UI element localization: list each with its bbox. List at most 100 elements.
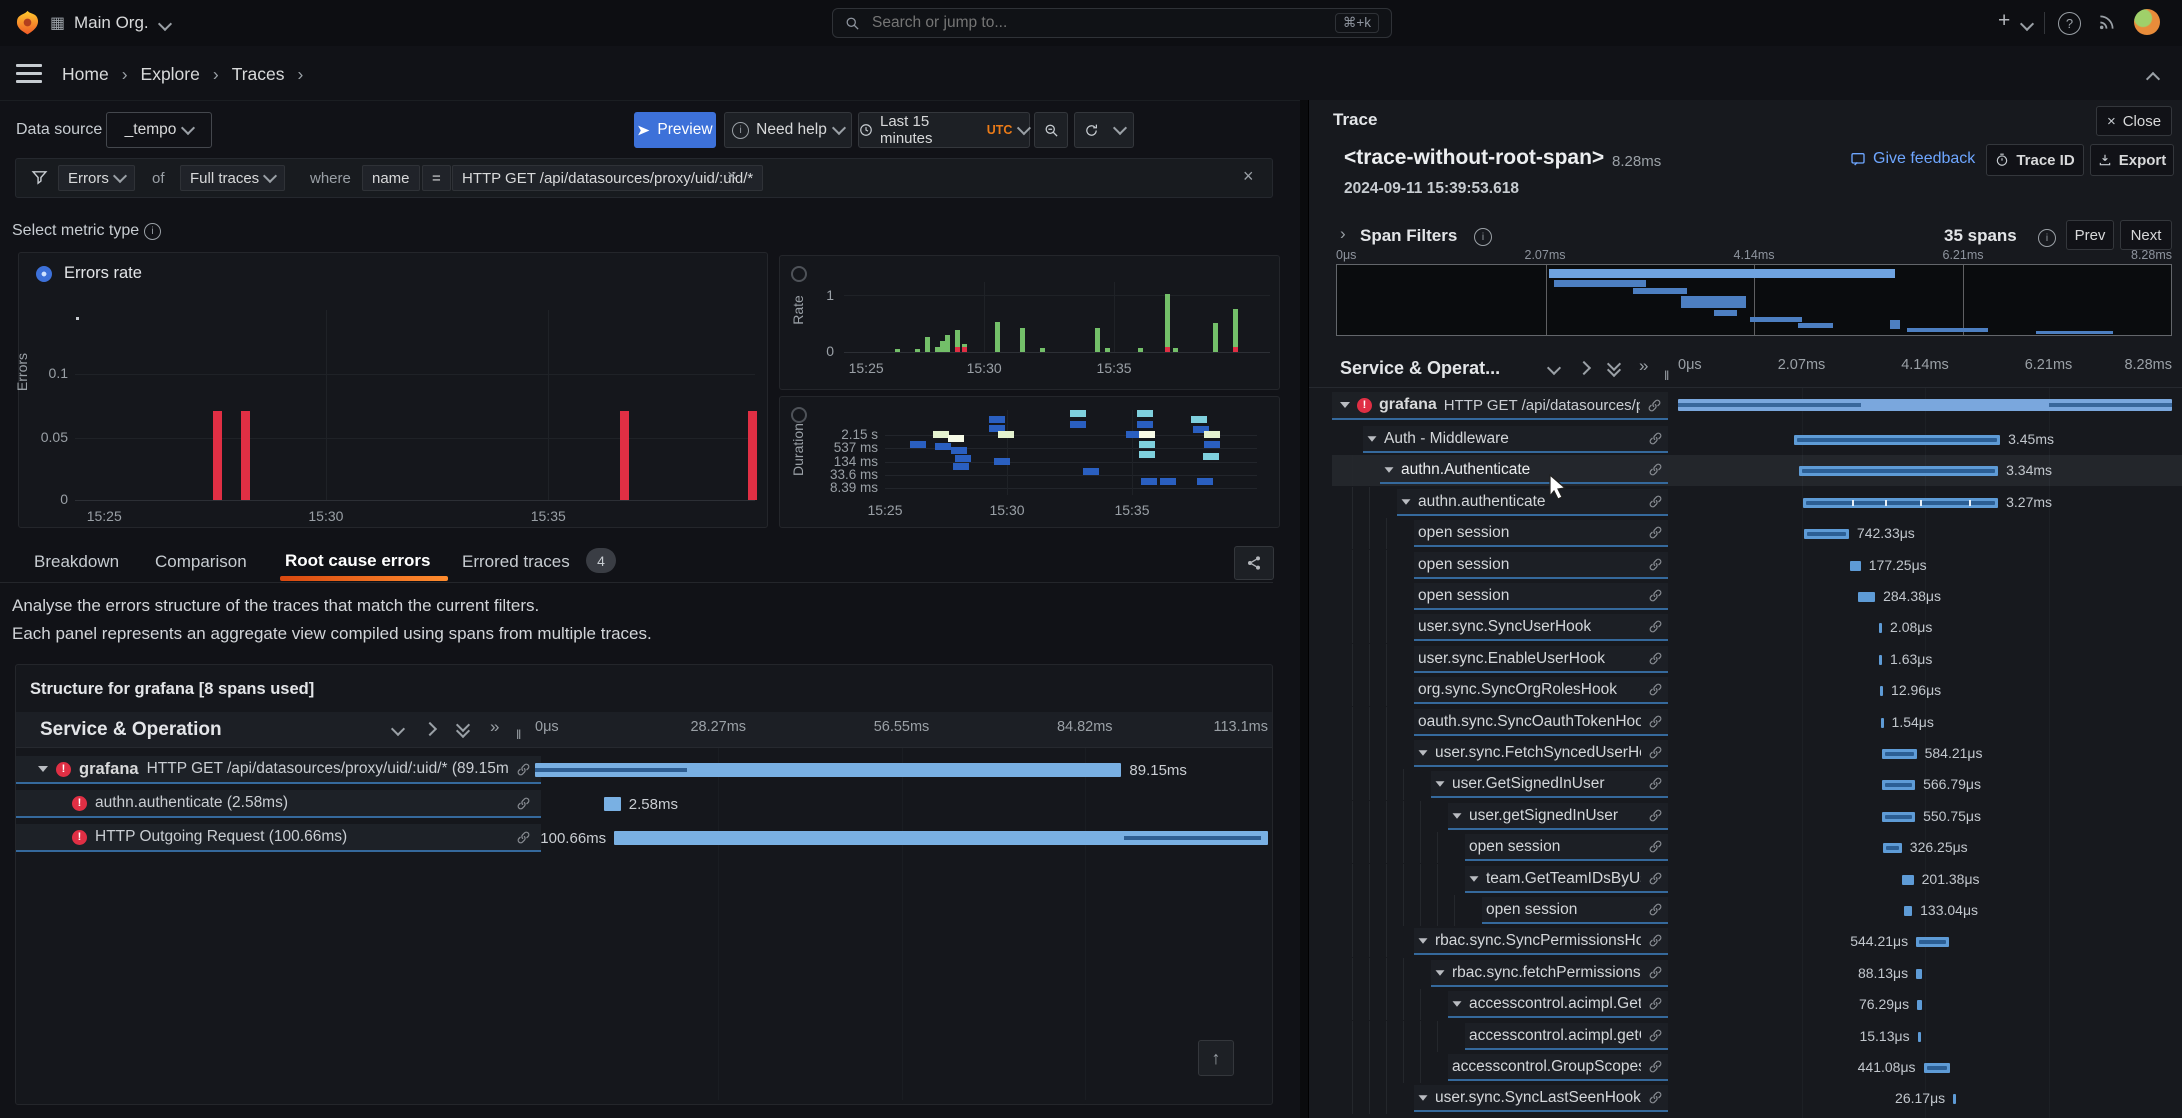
query-clear-icon[interactable]: × xyxy=(1243,166,1254,187)
expand-chevron-icon[interactable] xyxy=(1385,467,1394,472)
span-filters-label[interactable]: Span Filters xyxy=(1360,226,1457,246)
rate-bar[interactable] xyxy=(925,337,930,352)
trace-span-bar[interactable] xyxy=(1883,843,1902,853)
heatmap-cell[interactable] xyxy=(1083,468,1099,475)
link-icon[interactable] xyxy=(1648,619,1663,634)
trace-span-bar[interactable] xyxy=(1858,592,1875,602)
span-operation-name[interactable]: open session xyxy=(1486,901,1641,919)
next-span-button[interactable]: Next xyxy=(2120,220,2172,250)
span-operation-name[interactable]: rbac.sync.SyncPermissionsHook xyxy=(1435,932,1641,950)
trace-span-bar[interactable] xyxy=(1850,561,1860,571)
org-switcher[interactable]: Main Org. xyxy=(74,13,149,33)
menu-icon[interactable] xyxy=(16,64,42,83)
structure-row-name[interactable]: !authn.authenticate (2.58ms) xyxy=(16,790,541,818)
errors-bar[interactable] xyxy=(241,411,250,500)
heatmap-cell[interactable] xyxy=(1197,478,1213,485)
trace-row-name[interactable]: user.sync.FetchSyncedUserHook xyxy=(1414,740,1668,767)
need-help-button[interactable]: i Need help xyxy=(724,112,852,148)
trace-row-name[interactable]: open session xyxy=(1414,552,1668,579)
span-operation-name[interactable]: accesscontrol.GroupScopesBy xyxy=(1452,1058,1641,1076)
link-icon[interactable] xyxy=(1648,588,1663,603)
expand-chevron-icon[interactable] xyxy=(1436,970,1445,975)
span-operation-name[interactable]: open session xyxy=(1418,556,1641,574)
link-icon[interactable] xyxy=(1648,494,1663,509)
link-icon[interactable] xyxy=(1648,996,1663,1011)
rate-bar[interactable] xyxy=(1020,328,1025,352)
trace-span-bar[interactable] xyxy=(1902,875,1914,885)
breadcrumb-traces[interactable]: Traces xyxy=(232,64,285,85)
expand-chevron-icon[interactable] xyxy=(1453,813,1462,818)
span-operation-name[interactable]: open session xyxy=(1469,838,1641,856)
column-resize-handle[interactable]: ‖ xyxy=(516,727,521,742)
rate-bar[interactable] xyxy=(1138,348,1143,352)
expand-chevron-icon[interactable] xyxy=(1453,1001,1462,1006)
trace-span-bar[interactable] xyxy=(1904,906,1912,916)
datasource-picker[interactable]: _tempo xyxy=(106,112,212,148)
heatmap-cell[interactable] xyxy=(910,441,926,448)
trace-row-name[interactable]: rbac.sync.fetchPermissions xyxy=(1431,960,1668,987)
filter-field-chip[interactable]: name xyxy=(362,165,420,191)
link-icon[interactable] xyxy=(1648,651,1663,666)
export-button[interactable]: Export xyxy=(2090,144,2174,176)
collapse-all-icon[interactable] xyxy=(1609,359,1619,375)
heatmap-cell[interactable] xyxy=(1141,478,1157,485)
heatmap-cell[interactable] xyxy=(1191,416,1207,423)
link-icon[interactable] xyxy=(1648,431,1663,446)
span-filters-chevron-icon[interactable]: › xyxy=(1340,224,1346,244)
trace-span-bar[interactable] xyxy=(1882,749,1917,759)
heatmap-cell[interactable] xyxy=(1137,410,1153,417)
rate-bar[interactable] xyxy=(1095,328,1100,352)
structure-span-bar[interactable] xyxy=(535,763,1121,777)
structure-span-bar[interactable] xyxy=(604,797,621,811)
rate-bar[interactable] xyxy=(1105,348,1110,352)
link-icon[interactable] xyxy=(1648,933,1663,948)
link-icon[interactable] xyxy=(1648,965,1663,980)
trace-row-name[interactable]: accesscontrol.acimpl.GetUs xyxy=(1448,991,1668,1018)
trace-span-bar[interactable] xyxy=(1678,399,2172,411)
link-icon[interactable] xyxy=(1648,839,1663,854)
span-operation-name[interactable]: authn.authenticate xyxy=(1418,493,1641,511)
grafana-logo-icon[interactable] xyxy=(14,9,41,36)
expand-chevron-icon[interactable] xyxy=(38,766,48,772)
filter-scope-select[interactable]: Full traces xyxy=(180,165,285,191)
tab-comparison[interactable]: Comparison xyxy=(155,552,247,572)
span-operation-name[interactable]: HTTP GET /api/datasources/pr xyxy=(1444,397,1640,414)
structure-row-name[interactable]: !grafanaHTTP GET /api/datasources/proxy/… xyxy=(16,756,541,784)
span-operation-name[interactable]: user.getSignedInUser xyxy=(1469,807,1641,825)
rate-bar[interactable] xyxy=(945,335,950,352)
time-range-picker[interactable]: Last 15 minutes UTC xyxy=(858,112,1030,148)
heatmap-cell[interactable] xyxy=(935,443,951,450)
search-box[interactable]: ⌘+k xyxy=(832,8,1392,38)
prev-span-button[interactable]: Prev xyxy=(2066,220,2114,250)
tab-root-cause-errors[interactable]: Root cause errors xyxy=(285,551,431,571)
trace-row-name[interactable]: accesscontrol.acimpl.getC xyxy=(1465,1023,1668,1050)
rate-bar[interactable] xyxy=(1165,294,1170,352)
expand-chevron-icon[interactable] xyxy=(1419,1095,1428,1100)
span-operation-name[interactable]: oauth.sync.SyncOauthTokenHook xyxy=(1418,713,1641,731)
rate-bar[interactable] xyxy=(1233,309,1238,352)
refresh-interval-button[interactable] xyxy=(1107,112,1134,148)
trace-id-button[interactable]: Trace ID xyxy=(1986,144,2084,176)
span-operation-name[interactable]: user.sync.SyncUserHook xyxy=(1418,618,1641,636)
span-operation-name[interactable]: HTTP Outgoing Request (100.66ms) xyxy=(95,828,508,846)
trace-row-name[interactable]: open session xyxy=(1482,897,1668,924)
trace-span-bar[interactable] xyxy=(1879,655,1882,665)
trace-row-name[interactable]: rbac.sync.SyncPermissionsHook xyxy=(1414,928,1668,955)
refresh-button[interactable] xyxy=(1074,112,1108,148)
link-icon[interactable] xyxy=(1648,871,1663,886)
span-operation-name[interactable]: user.sync.SyncLastSeenHook xyxy=(1435,1089,1641,1107)
trace-span-bar[interactable] xyxy=(1918,1032,1921,1042)
breadcrumb-explore[interactable]: Explore xyxy=(141,64,200,85)
trace-span-bar[interactable] xyxy=(1879,623,1882,633)
heatmap-cell[interactable] xyxy=(1204,431,1220,438)
rate-bar[interactable] xyxy=(1213,323,1218,352)
trace-span-bar[interactable] xyxy=(1882,812,1915,822)
link-icon[interactable] xyxy=(1648,1028,1663,1043)
heatmap-cell[interactable] xyxy=(1139,441,1155,448)
expand-chevron-icon[interactable] xyxy=(1419,750,1428,755)
link-icon[interactable] xyxy=(1648,1090,1663,1105)
trace-minimap[interactable] xyxy=(1336,264,2172,336)
trace-row-name[interactable]: open session xyxy=(1465,834,1668,861)
info-circle-icon[interactable]: i xyxy=(1474,228,1492,246)
trace-row-name[interactable]: accesscontrol.GroupScopesBy xyxy=(1448,1054,1668,1081)
